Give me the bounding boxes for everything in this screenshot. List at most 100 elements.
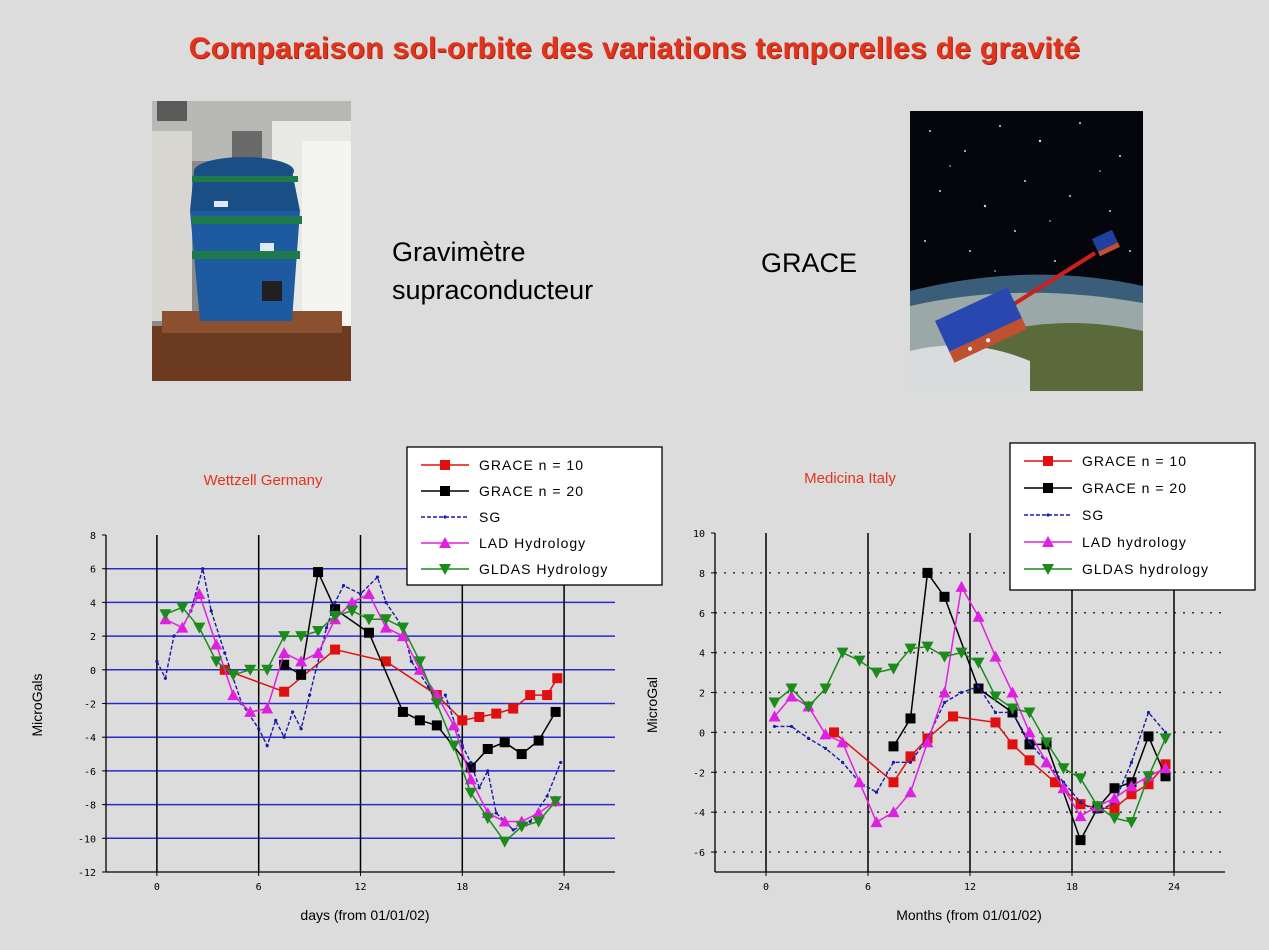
data-point <box>341 583 346 588</box>
data-point <box>244 664 257 676</box>
y-tick-label: -8 <box>84 801 96 812</box>
data-point <box>840 760 845 764</box>
series-2 <box>155 567 563 832</box>
data-point <box>362 614 375 626</box>
data-point <box>511 828 515 832</box>
grace-caption: GRACE <box>761 248 858 278</box>
data-point <box>1143 731 1154 742</box>
data-point <box>358 592 363 596</box>
data-point <box>201 567 205 571</box>
data-point <box>498 836 511 848</box>
data-point <box>430 698 443 710</box>
data-point <box>904 643 917 655</box>
data-point <box>1159 733 1172 745</box>
x-tick-label: 6 <box>256 882 262 893</box>
data-point <box>819 728 832 740</box>
data-point <box>959 690 964 695</box>
data-point <box>1050 777 1060 788</box>
chart-ylabel-wettzell: MicroGals <box>29 673 45 736</box>
gravimeter-caption-line1: Gravimètre <box>392 237 526 267</box>
data-point <box>460 744 464 748</box>
slide-title: Comparaison sol-orbite des variations te… <box>188 32 1081 65</box>
data-point <box>481 813 494 825</box>
data-point <box>772 724 777 729</box>
data-point <box>542 690 553 701</box>
series-1 <box>279 567 561 773</box>
data-point <box>836 647 849 659</box>
data-point <box>921 736 934 748</box>
data-point <box>1091 801 1104 813</box>
data-point <box>474 711 485 722</box>
data-point <box>549 796 562 808</box>
data-point <box>469 760 473 765</box>
data-point <box>874 790 879 794</box>
data-point <box>516 749 527 760</box>
data-point <box>396 630 409 642</box>
legend-label: GRACE n = 10 <box>1082 453 1187 469</box>
data-point <box>870 816 883 828</box>
data-point <box>1108 792 1121 804</box>
x-tick-label: 18 <box>1066 882 1078 893</box>
data-point <box>312 626 325 638</box>
data-point <box>508 703 519 714</box>
data-point <box>789 724 794 729</box>
data-point <box>1129 760 1134 764</box>
legend-label: SG <box>479 509 501 525</box>
data-point <box>447 740 460 752</box>
data-point <box>806 736 811 740</box>
legend-marker <box>1042 536 1054 547</box>
data-point <box>768 697 781 709</box>
data-point <box>362 587 375 599</box>
data-point <box>172 634 176 638</box>
data-point <box>257 727 261 731</box>
data-point <box>330 604 341 615</box>
series-line <box>833 715 1167 809</box>
x-tick-label: 18 <box>456 882 468 893</box>
data-point <box>1109 783 1120 794</box>
series-1 <box>888 567 1171 846</box>
data-point <box>1125 780 1138 792</box>
data-point <box>1146 710 1151 715</box>
data-point <box>397 706 408 717</box>
legend-label: GRACE n = 20 <box>1082 480 1187 496</box>
data-point <box>1023 726 1036 738</box>
data-point <box>887 806 900 818</box>
data-point <box>375 575 380 579</box>
legend-marker <box>439 564 451 575</box>
legend-label: GLDAS Hydrology <box>479 561 608 577</box>
data-point <box>163 676 167 680</box>
legend-label: GRACE n = 20 <box>479 483 584 499</box>
data-point <box>1057 763 1070 775</box>
data-point <box>477 786 481 790</box>
y-tick-label: -6 <box>84 767 96 778</box>
chart-xlabel-wettzell: days (from 01/01/02) <box>300 907 429 923</box>
legend-marker <box>1046 513 1050 517</box>
data-point <box>414 715 425 726</box>
data-point <box>785 683 798 695</box>
data-point <box>1006 686 1019 698</box>
data-point <box>904 786 917 798</box>
data-point <box>413 656 426 668</box>
data-point <box>853 776 866 788</box>
legend-medicina: GRACE n = 10 GRACE n = 20 SG LAD hydrology G… <box>1009 442 1256 591</box>
data-point <box>802 701 815 713</box>
data-point <box>494 811 498 815</box>
legend-label: GRACE n = 10 <box>479 457 584 473</box>
data-point <box>1007 739 1018 750</box>
y-tick-label: 0 <box>90 666 96 677</box>
data-point <box>973 683 984 694</box>
y-tick-label: 6 <box>699 609 705 620</box>
gravimeter-caption: Gravimètre supraconducteur <box>392 233 593 309</box>
data-point <box>296 669 307 680</box>
x-tick-label: 12 <box>354 882 366 893</box>
data-point <box>888 741 899 752</box>
y-tick-label: -12 <box>78 868 96 879</box>
data-point <box>1006 703 1019 715</box>
data-point <box>464 787 477 799</box>
data-point <box>443 693 447 697</box>
data-point <box>409 659 413 663</box>
series-4 <box>768 641 1172 829</box>
series-line <box>774 685 1167 813</box>
data-point <box>363 627 374 638</box>
